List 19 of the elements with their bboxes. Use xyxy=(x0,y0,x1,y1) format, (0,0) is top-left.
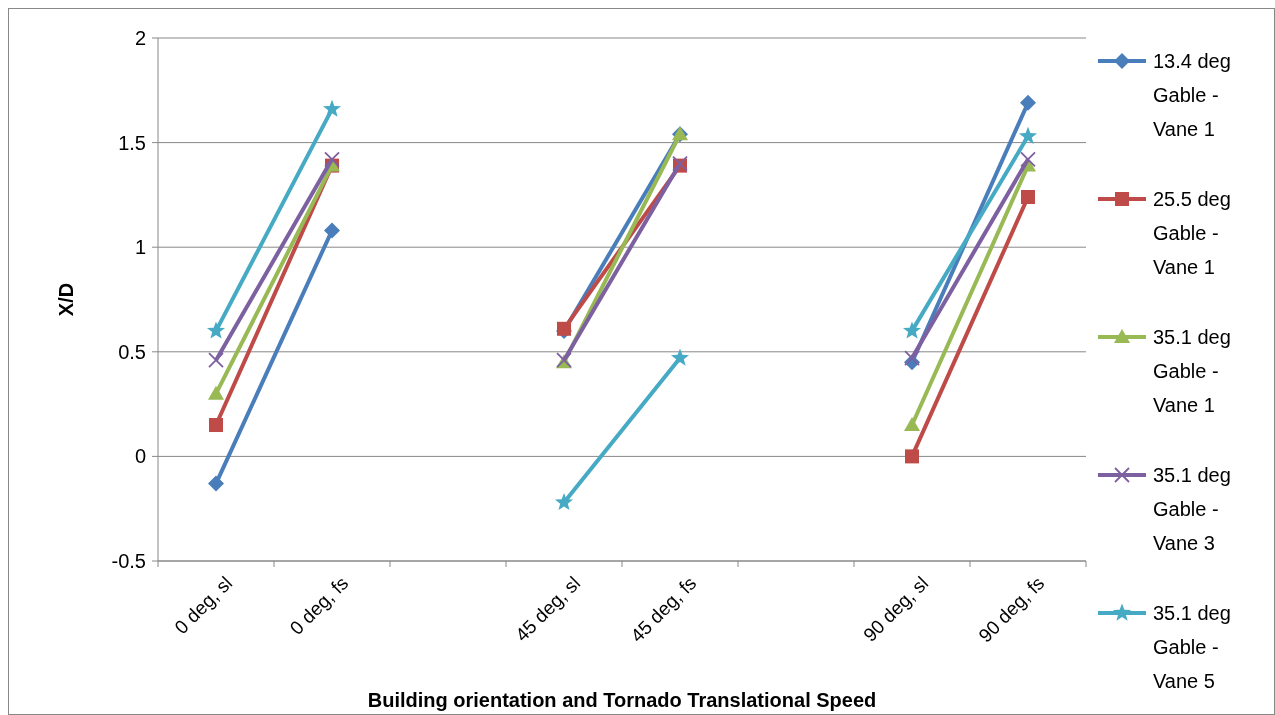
x-tick-label: 0 deg, fs xyxy=(285,572,353,639)
y-tick-label: 0 xyxy=(134,445,146,468)
legend-label: 35.1 deg Gable - Vane 3 xyxy=(1153,464,1231,554)
x-tick-label: 45 deg, sl xyxy=(511,572,585,646)
y-tick-label: 2 xyxy=(134,27,146,49)
legend-label: 13.4 deg Gable - Vane 1 xyxy=(1153,50,1231,140)
x-tick-label: 45 deg, fs xyxy=(626,572,701,647)
x-tick-label: 0 deg, sl xyxy=(170,572,237,639)
y-axis-title: X/D xyxy=(55,282,77,317)
legend-label: 35.1 deg Gable - Vane 5 xyxy=(1153,602,1231,692)
y-tick-label: -0.5 xyxy=(111,550,146,572)
legend-label: 35.1 deg Gable - Vane 1 xyxy=(1153,326,1231,416)
y-tick-label: 0.5 xyxy=(118,340,146,363)
y-tick-label: 1 xyxy=(134,236,146,259)
y-tick-label: 1.5 xyxy=(118,131,146,154)
legend-label: 25.5 deg Gable - Vane 1 xyxy=(1153,188,1231,278)
x-axis-title: Building orientation and Tornado Translational Speed xyxy=(367,689,877,711)
x-tick-label: 90 deg, fs xyxy=(974,572,1049,647)
x-tick-label: 90 deg, sl xyxy=(859,572,933,646)
